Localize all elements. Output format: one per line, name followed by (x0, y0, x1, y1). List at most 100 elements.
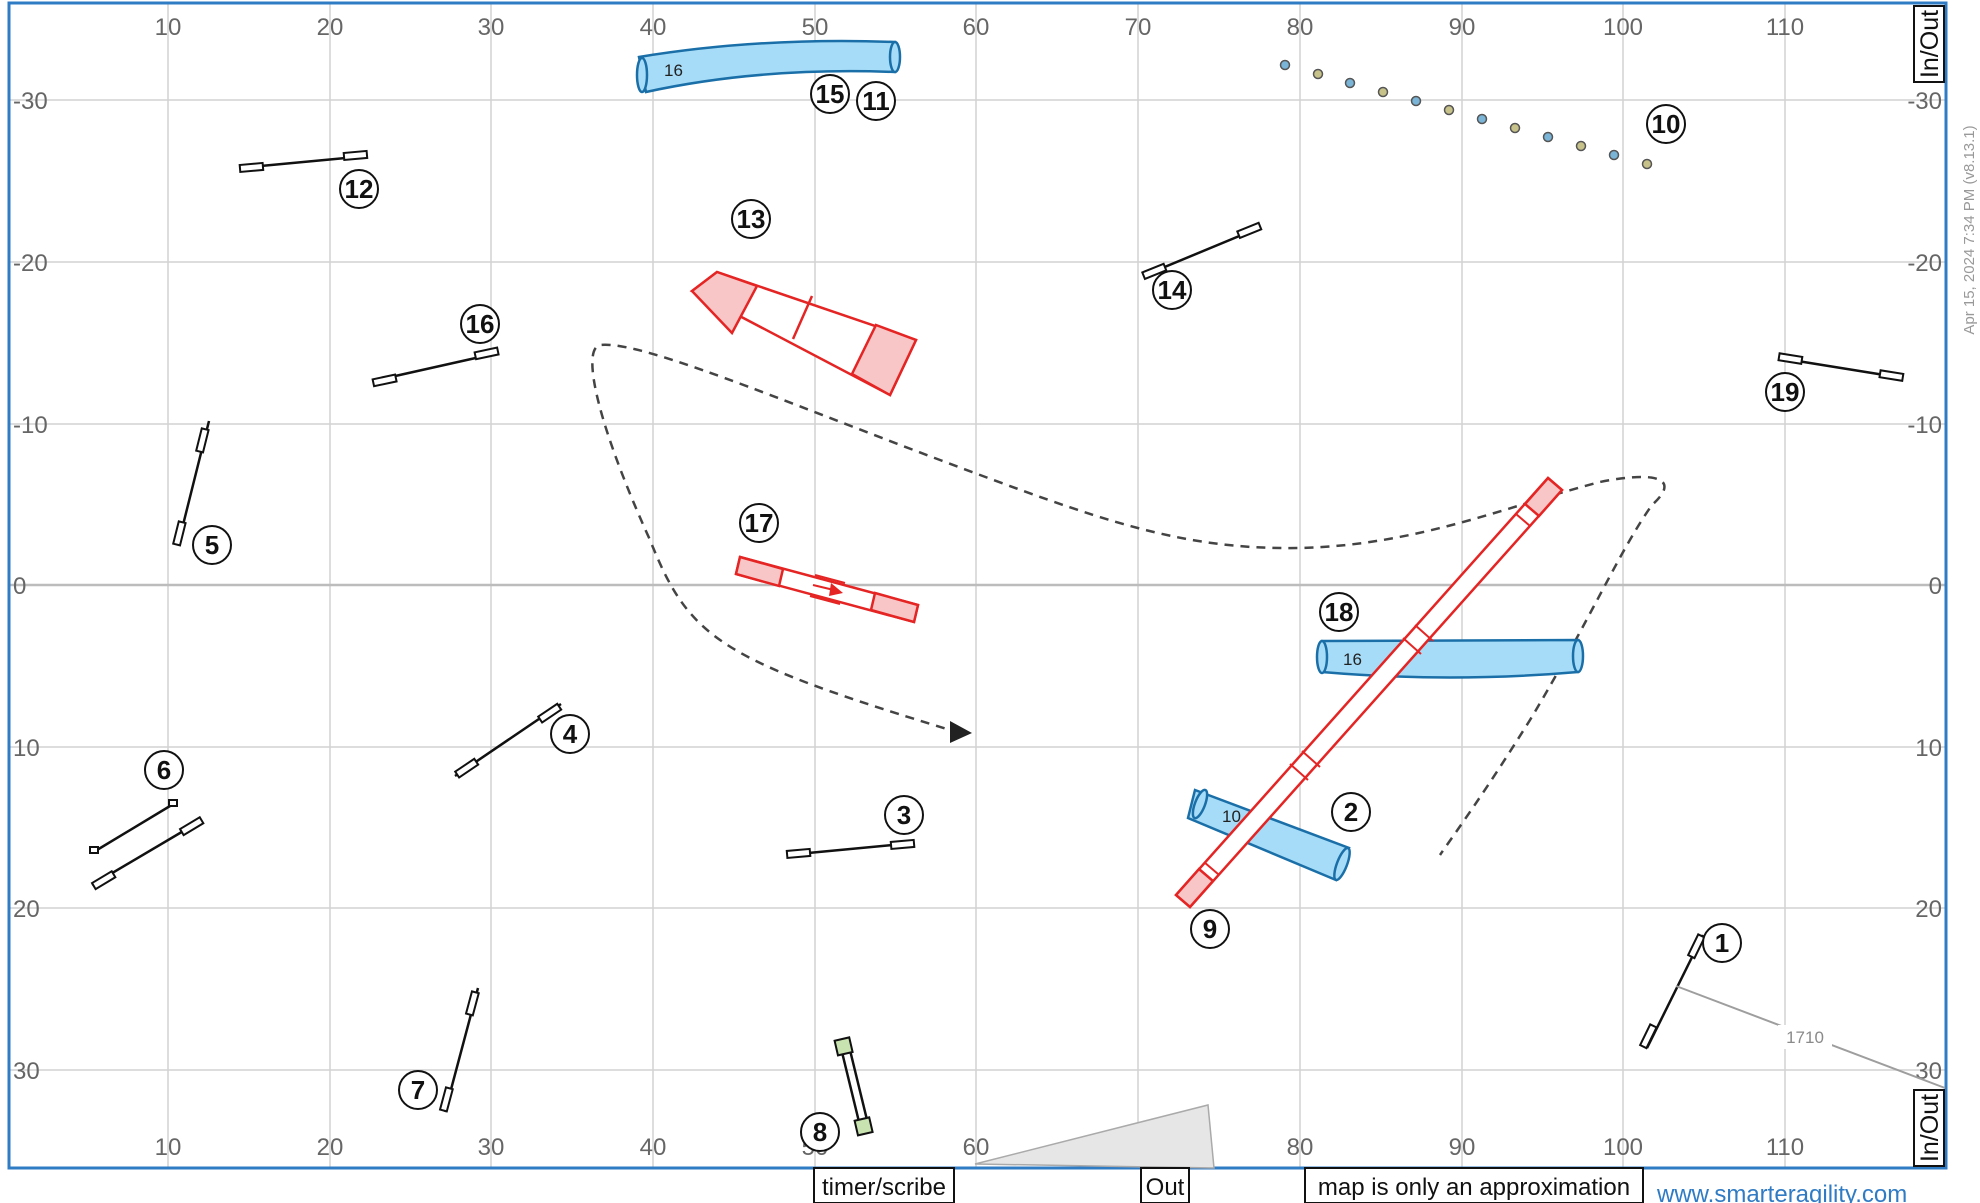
jump-bar[interactable] (91, 801, 176, 855)
marker-circle (739, 503, 779, 543)
y-tick-label: 20 (13, 896, 40, 923)
out-label: Out (1146, 1174, 1185, 1201)
weave-pole (1312, 68, 1324, 80)
x-tick-label: 30 (478, 1134, 505, 1161)
jump-wing (1686, 933, 1706, 960)
jump-7[interactable] (438, 987, 480, 1113)
marker-17[interactable]: 17 (739, 503, 779, 543)
marker-14[interactable]: 14 (1152, 270, 1192, 310)
jump-12[interactable] (238, 149, 369, 174)
jump-5[interactable] (172, 420, 211, 547)
jump-wing (889, 838, 916, 851)
grid (8, 2, 1945, 1168)
jump-16[interactable] (371, 346, 500, 388)
marker-circle (810, 74, 850, 114)
jump-wing (168, 799, 178, 807)
in-out-top-box (1913, 5, 1945, 83)
x-tick-label: 100 (1603, 14, 1643, 41)
marker-9[interactable]: 9 (1190, 909, 1230, 949)
marker-circle (398, 1070, 438, 1110)
teeter-pivot (809, 595, 841, 605)
jump-wing (195, 427, 210, 454)
marker-label: 1 (1715, 928, 1729, 958)
marker-13[interactable]: 13 (731, 199, 771, 239)
marker-2[interactable]: 2 (1331, 792, 1371, 832)
course-frame (7, 1, 1948, 1170)
jump-3[interactable] (785, 838, 916, 860)
y-axis-left: -30 -20 -10 0 10 20 30 (13, 88, 48, 1085)
tunnel-small[interactable]: 10 (1186, 788, 1353, 882)
obstacle-8[interactable] (833, 1036, 874, 1137)
website-link[interactable]: www.smarteragility.com (1656, 1181, 1907, 1203)
y-tick-label: 0 (1929, 573, 1942, 600)
a-frame[interactable] (689, 270, 918, 397)
y-tick-label: -20 (1907, 250, 1942, 277)
ring-entry-shape (974, 1104, 1215, 1169)
tunnel-top-end (888, 40, 902, 74)
marker-5[interactable]: 5 (192, 525, 232, 565)
x-tick-label: 60 (963, 14, 990, 41)
tunnel-middle[interactable]: 16 (1315, 638, 1585, 679)
marker-label: 3 (897, 800, 911, 830)
jump-19[interactable] (1777, 352, 1905, 382)
obstacle-8-bar[interactable] (839, 1047, 862, 1127)
marker-label: 7 (411, 1075, 425, 1105)
marker-circle (1702, 923, 1742, 963)
marker-label: 15 (816, 79, 845, 109)
dog-walk[interactable] (1174, 476, 1564, 909)
marker-15[interactable]: 15 (810, 74, 850, 114)
marker-19[interactable]: 19 (1765, 372, 1805, 412)
in-out-top: In/Out (1913, 5, 1945, 83)
jump-4[interactable] (453, 702, 563, 779)
marker-circle (339, 169, 379, 209)
marker-label: 6 (157, 755, 171, 785)
jump-wing (172, 520, 187, 547)
weave-pole (1279, 59, 1291, 71)
jump-wing (178, 815, 205, 837)
marker-circle (1331, 792, 1371, 832)
jump-1[interactable] (1638, 933, 1706, 1050)
marker-18[interactable]: 18 (1319, 592, 1359, 632)
marker-label: 5 (205, 530, 219, 560)
marker-4[interactable]: 4 (550, 714, 590, 754)
teeter[interactable] (734, 555, 920, 624)
tunnel-top-label: 16 (664, 61, 683, 80)
marker-10[interactable]: 10 (1646, 104, 1686, 144)
handler-path (591, 343, 1666, 856)
marker-12[interactable]: 12 (339, 169, 379, 209)
marker-label: 19 (1771, 377, 1800, 407)
x-tick-label: 20 (317, 1134, 344, 1161)
teeter-pivot (814, 574, 846, 584)
weave-pole (1410, 95, 1422, 107)
marker-6[interactable]: 6 (144, 750, 184, 790)
distance-label: 1710 (1786, 1028, 1824, 1047)
tunnel-top[interactable]: 16 (635, 39, 902, 94)
approximation-note: map is only an approximation (1318, 1174, 1630, 1201)
marker-7[interactable]: 7 (398, 1070, 438, 1110)
marker-11[interactable]: 11 (856, 81, 896, 121)
marker-1[interactable]: 1 (1702, 923, 1742, 963)
timer-scribe-box: timer/scribe (813, 1167, 955, 1203)
weave-poles[interactable] (1279, 59, 1653, 170)
jump-14[interactable] (1141, 221, 1263, 281)
weave-pole (1509, 122, 1521, 134)
jump-6[interactable] (89, 799, 205, 891)
marker-circle (144, 750, 184, 790)
tunnel-top-end (635, 56, 649, 94)
marker-8[interactable]: 8 (800, 1112, 840, 1152)
y-tick-label: 30 (13, 1058, 40, 1085)
jump-wing (1878, 369, 1905, 382)
dog-walk-contact (1174, 867, 1215, 909)
y-tick-label: -30 (1907, 88, 1942, 115)
marker-3[interactable]: 3 (884, 795, 924, 835)
weave-pole (1443, 104, 1455, 116)
marker-label: 14 (1158, 275, 1187, 305)
dog-walk-slat (1289, 763, 1309, 781)
tunnel-middle-label: 16 (1343, 650, 1362, 669)
teeter-contact (869, 591, 920, 624)
marker-16[interactable]: 16 (460, 304, 500, 344)
x-tick-label: 70 (1125, 14, 1152, 41)
jump-wing (342, 149, 369, 162)
y-tick-label: 0 (13, 573, 26, 600)
x-tick-label: 40 (640, 14, 667, 41)
